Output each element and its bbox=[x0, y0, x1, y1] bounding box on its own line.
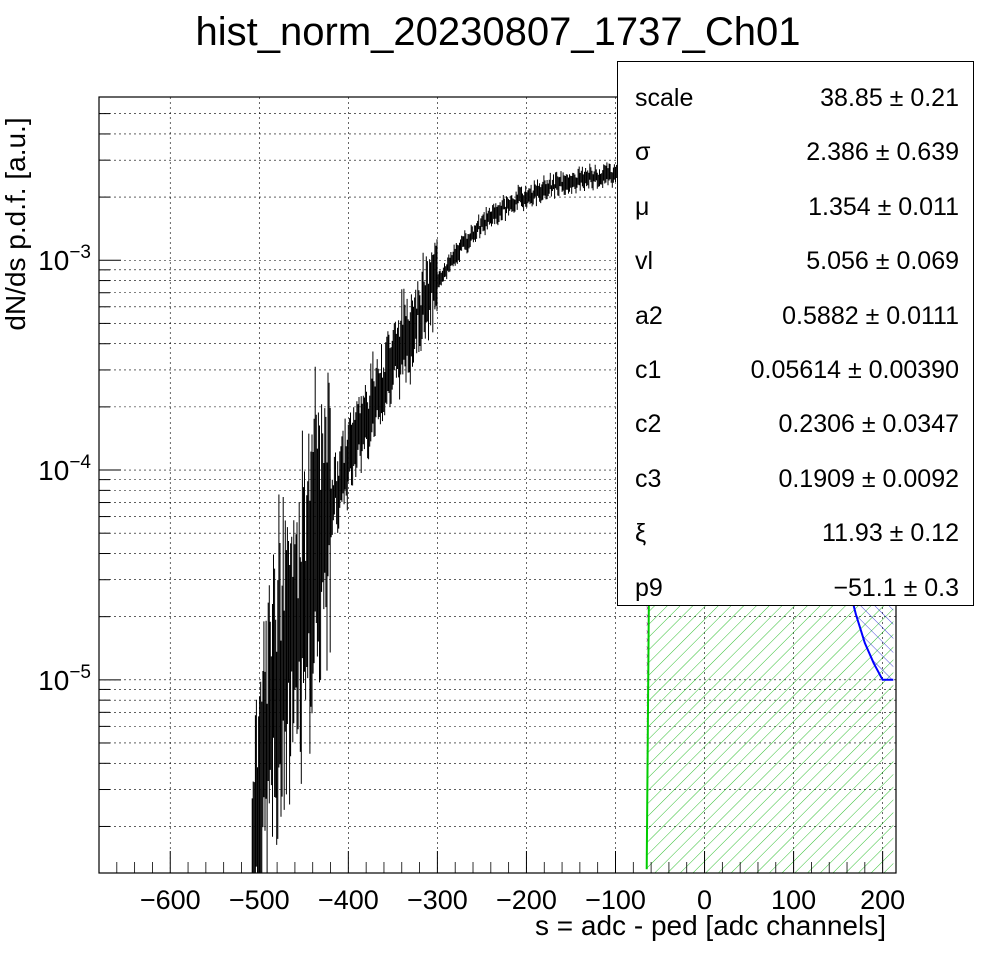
stat-name: c2 bbox=[635, 410, 662, 439]
stat-row: p9 −51.1 ± 0.3 bbox=[618, 560, 973, 614]
stat-value: 5.056 ± 0.069 bbox=[806, 247, 959, 276]
y-axis-label: dN/ds p.d.f. [a.u.] bbox=[0, 117, 31, 331]
x-tick-label: −600 bbox=[140, 885, 201, 915]
x-tick-label: −100 bbox=[585, 885, 646, 915]
stat-row: ξ 11.93 ± 0.12 bbox=[618, 505, 973, 559]
x-tick-label: −500 bbox=[229, 885, 290, 915]
stat-row: a2 0.5882 ± 0.0111 bbox=[618, 288, 973, 342]
stat-row: c2 0.2306 ± 0.0347 bbox=[618, 396, 973, 450]
stat-name: ξ bbox=[635, 519, 647, 548]
y-tick-label: 10−3 bbox=[38, 242, 91, 276]
stat-row: μ 1.354 ± 0.011 bbox=[618, 179, 973, 233]
stat-value: 0.05614 ± 0.00390 bbox=[750, 356, 959, 384]
stat-name: μ bbox=[635, 192, 650, 221]
stat-name: c1 bbox=[635, 356, 662, 384]
stat-name: c3 bbox=[635, 464, 662, 493]
axis-ticks: −600 −500 −400 −300 −200 −100 0 100 200 10−5 10−4 1… bbox=[38, 96, 905, 915]
histogram-bars bbox=[251, 155, 643, 873]
x-tick-label: −300 bbox=[407, 885, 468, 915]
stat-name: vl bbox=[635, 247, 654, 276]
stat-row: c1 0.05614 ± 0.00390 bbox=[618, 342, 973, 396]
stat-row: σ 2.386 ± 0.639 bbox=[618, 124, 973, 178]
stat-name: σ bbox=[635, 138, 651, 167]
stat-name: a2 bbox=[635, 301, 663, 330]
fit-stats-box: scale 38.85 ± 0.21 σ 2.386 ± 0.639 μ 1.354 ± … bbox=[617, 61, 974, 606]
stat-row: c3 0.1909 ± 0.0092 bbox=[618, 451, 973, 505]
stat-value: −51.1 ± 0.3 bbox=[833, 573, 959, 602]
stat-row: vl 5.056 ± 0.069 bbox=[618, 233, 973, 287]
stat-value: 1.354 ± 0.011 bbox=[808, 192, 959, 221]
stat-value: 38.85 ± 0.21 bbox=[820, 84, 959, 112]
chart-title: hist_norm_20230807_1737_Ch01 bbox=[195, 10, 801, 54]
x-tick-label: −400 bbox=[318, 885, 379, 915]
stat-value: 0.5882 ± 0.0111 bbox=[782, 301, 959, 330]
x-tick-label: −200 bbox=[496, 885, 557, 915]
stat-name: p9 bbox=[635, 573, 663, 602]
stat-value: 2.386 ± 0.639 bbox=[806, 138, 959, 167]
x-tick-label: 100 bbox=[771, 885, 816, 915]
stat-row: scale 38.85 ± 0.21 bbox=[618, 70, 973, 124]
x-tick-label: 0 bbox=[697, 885, 712, 915]
x-axis-label: s = adc - ped [adc channels] bbox=[535, 910, 886, 941]
data-histogram bbox=[251, 155, 643, 873]
stat-name: scale bbox=[635, 84, 694, 112]
stat-value: 0.1909 ± 0.0092 bbox=[778, 464, 959, 493]
y-tick-label: 10−4 bbox=[38, 452, 91, 486]
y-tick-label: 10−5 bbox=[38, 662, 91, 696]
stat-value: 0.2306 ± 0.0347 bbox=[778, 410, 959, 439]
x-tick-label: 200 bbox=[860, 885, 905, 915]
stat-value: 11.93 ± 0.12 bbox=[822, 519, 959, 548]
